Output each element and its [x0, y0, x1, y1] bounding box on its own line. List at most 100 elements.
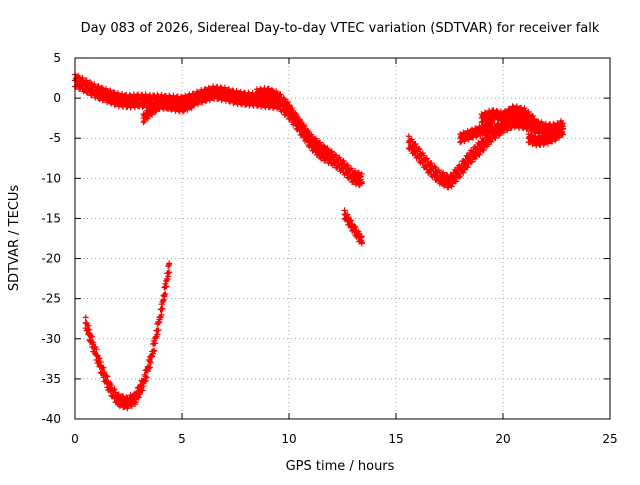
data-point [158, 311, 165, 318]
data-point [488, 117, 495, 124]
data-point [488, 138, 495, 145]
x-tick-label: 5 [178, 432, 186, 446]
data-point [358, 239, 365, 246]
data-point [95, 83, 102, 90]
data-point [532, 117, 539, 124]
data-point [344, 211, 351, 218]
data-point [94, 352, 101, 359]
data-point [327, 149, 334, 156]
data-point [559, 125, 566, 132]
data-point [107, 87, 114, 94]
data-point [188, 98, 195, 105]
data-point [518, 120, 525, 127]
data-point [96, 355, 103, 362]
data-point [558, 128, 565, 135]
data-point [144, 115, 151, 122]
data-point [340, 157, 347, 164]
data-point [142, 373, 149, 380]
data-point [188, 104, 195, 111]
data-point [136, 391, 143, 398]
data-point [489, 118, 496, 125]
data-point [86, 79, 93, 86]
data-point [161, 292, 168, 299]
data-point [226, 86, 233, 93]
data-point [108, 382, 115, 389]
data-point [452, 178, 459, 185]
data-point [120, 393, 127, 400]
data-point [166, 260, 173, 267]
data-point [236, 96, 243, 103]
data-point [320, 142, 327, 149]
data-point [147, 359, 154, 366]
data-point [230, 99, 237, 106]
data-point [159, 305, 166, 312]
data-point [146, 364, 153, 371]
data-point [481, 129, 488, 136]
data-point [199, 99, 206, 106]
data-point [150, 348, 157, 355]
data-point [468, 158, 475, 165]
data-point [464, 164, 471, 171]
data-point [189, 99, 196, 106]
data-point [88, 333, 95, 340]
data-point [358, 233, 365, 240]
data-point [440, 169, 447, 176]
y-tick-label: -15 [41, 211, 61, 225]
data-point [132, 399, 139, 406]
data-point [513, 103, 520, 110]
y-axis-label: SDTVAR / TECUs [7, 185, 22, 292]
data-point [312, 135, 319, 142]
data-point [333, 152, 340, 159]
data-point [544, 140, 551, 147]
data-point [480, 146, 487, 153]
data-point [328, 153, 335, 160]
data-point [101, 369, 108, 376]
data-point [465, 136, 472, 143]
data-point [448, 183, 455, 190]
data-point [218, 97, 225, 104]
data-point [98, 84, 105, 91]
data-point [324, 145, 331, 152]
x-tick-label: 15 [388, 432, 403, 446]
data-point [428, 160, 435, 167]
data-point [495, 132, 502, 139]
data-point [341, 207, 348, 214]
series-arc-8 [457, 117, 496, 146]
data-point [467, 159, 474, 166]
data-point [492, 135, 499, 142]
data-point [284, 99, 291, 106]
data-point [332, 151, 339, 158]
series-arc-9 [525, 123, 566, 149]
data-point [355, 169, 362, 176]
data-point [357, 234, 364, 241]
axis-ticks: 0 5 10 15 20 25 5 0 -5 -10 -15 -20 -25 -30 -35 -40 [41, 51, 617, 446]
data-point [115, 391, 122, 398]
data-point [86, 326, 93, 333]
data-point [131, 104, 138, 111]
x-tick-label: 10 [281, 432, 296, 446]
data-point [525, 108, 532, 115]
series-arc-1 [72, 71, 365, 189]
data-point [559, 120, 566, 127]
data-series [72, 71, 566, 412]
data-point [162, 290, 169, 297]
data-point [112, 389, 119, 396]
data-point [432, 164, 439, 171]
data-point [485, 141, 492, 148]
data-point [405, 133, 412, 140]
data-point [289, 105, 296, 112]
data-point [556, 134, 563, 141]
data-point [416, 146, 423, 153]
data-point [93, 346, 100, 353]
data-point [90, 339, 97, 346]
y-tick-label: 0 [53, 91, 61, 105]
data-point [139, 387, 146, 394]
x-tick-label: 0 [71, 432, 79, 446]
data-point [103, 372, 110, 379]
data-point [550, 120, 557, 127]
data-point [155, 327, 162, 334]
data-point [82, 314, 89, 321]
data-point [225, 93, 232, 100]
data-point [229, 87, 236, 94]
